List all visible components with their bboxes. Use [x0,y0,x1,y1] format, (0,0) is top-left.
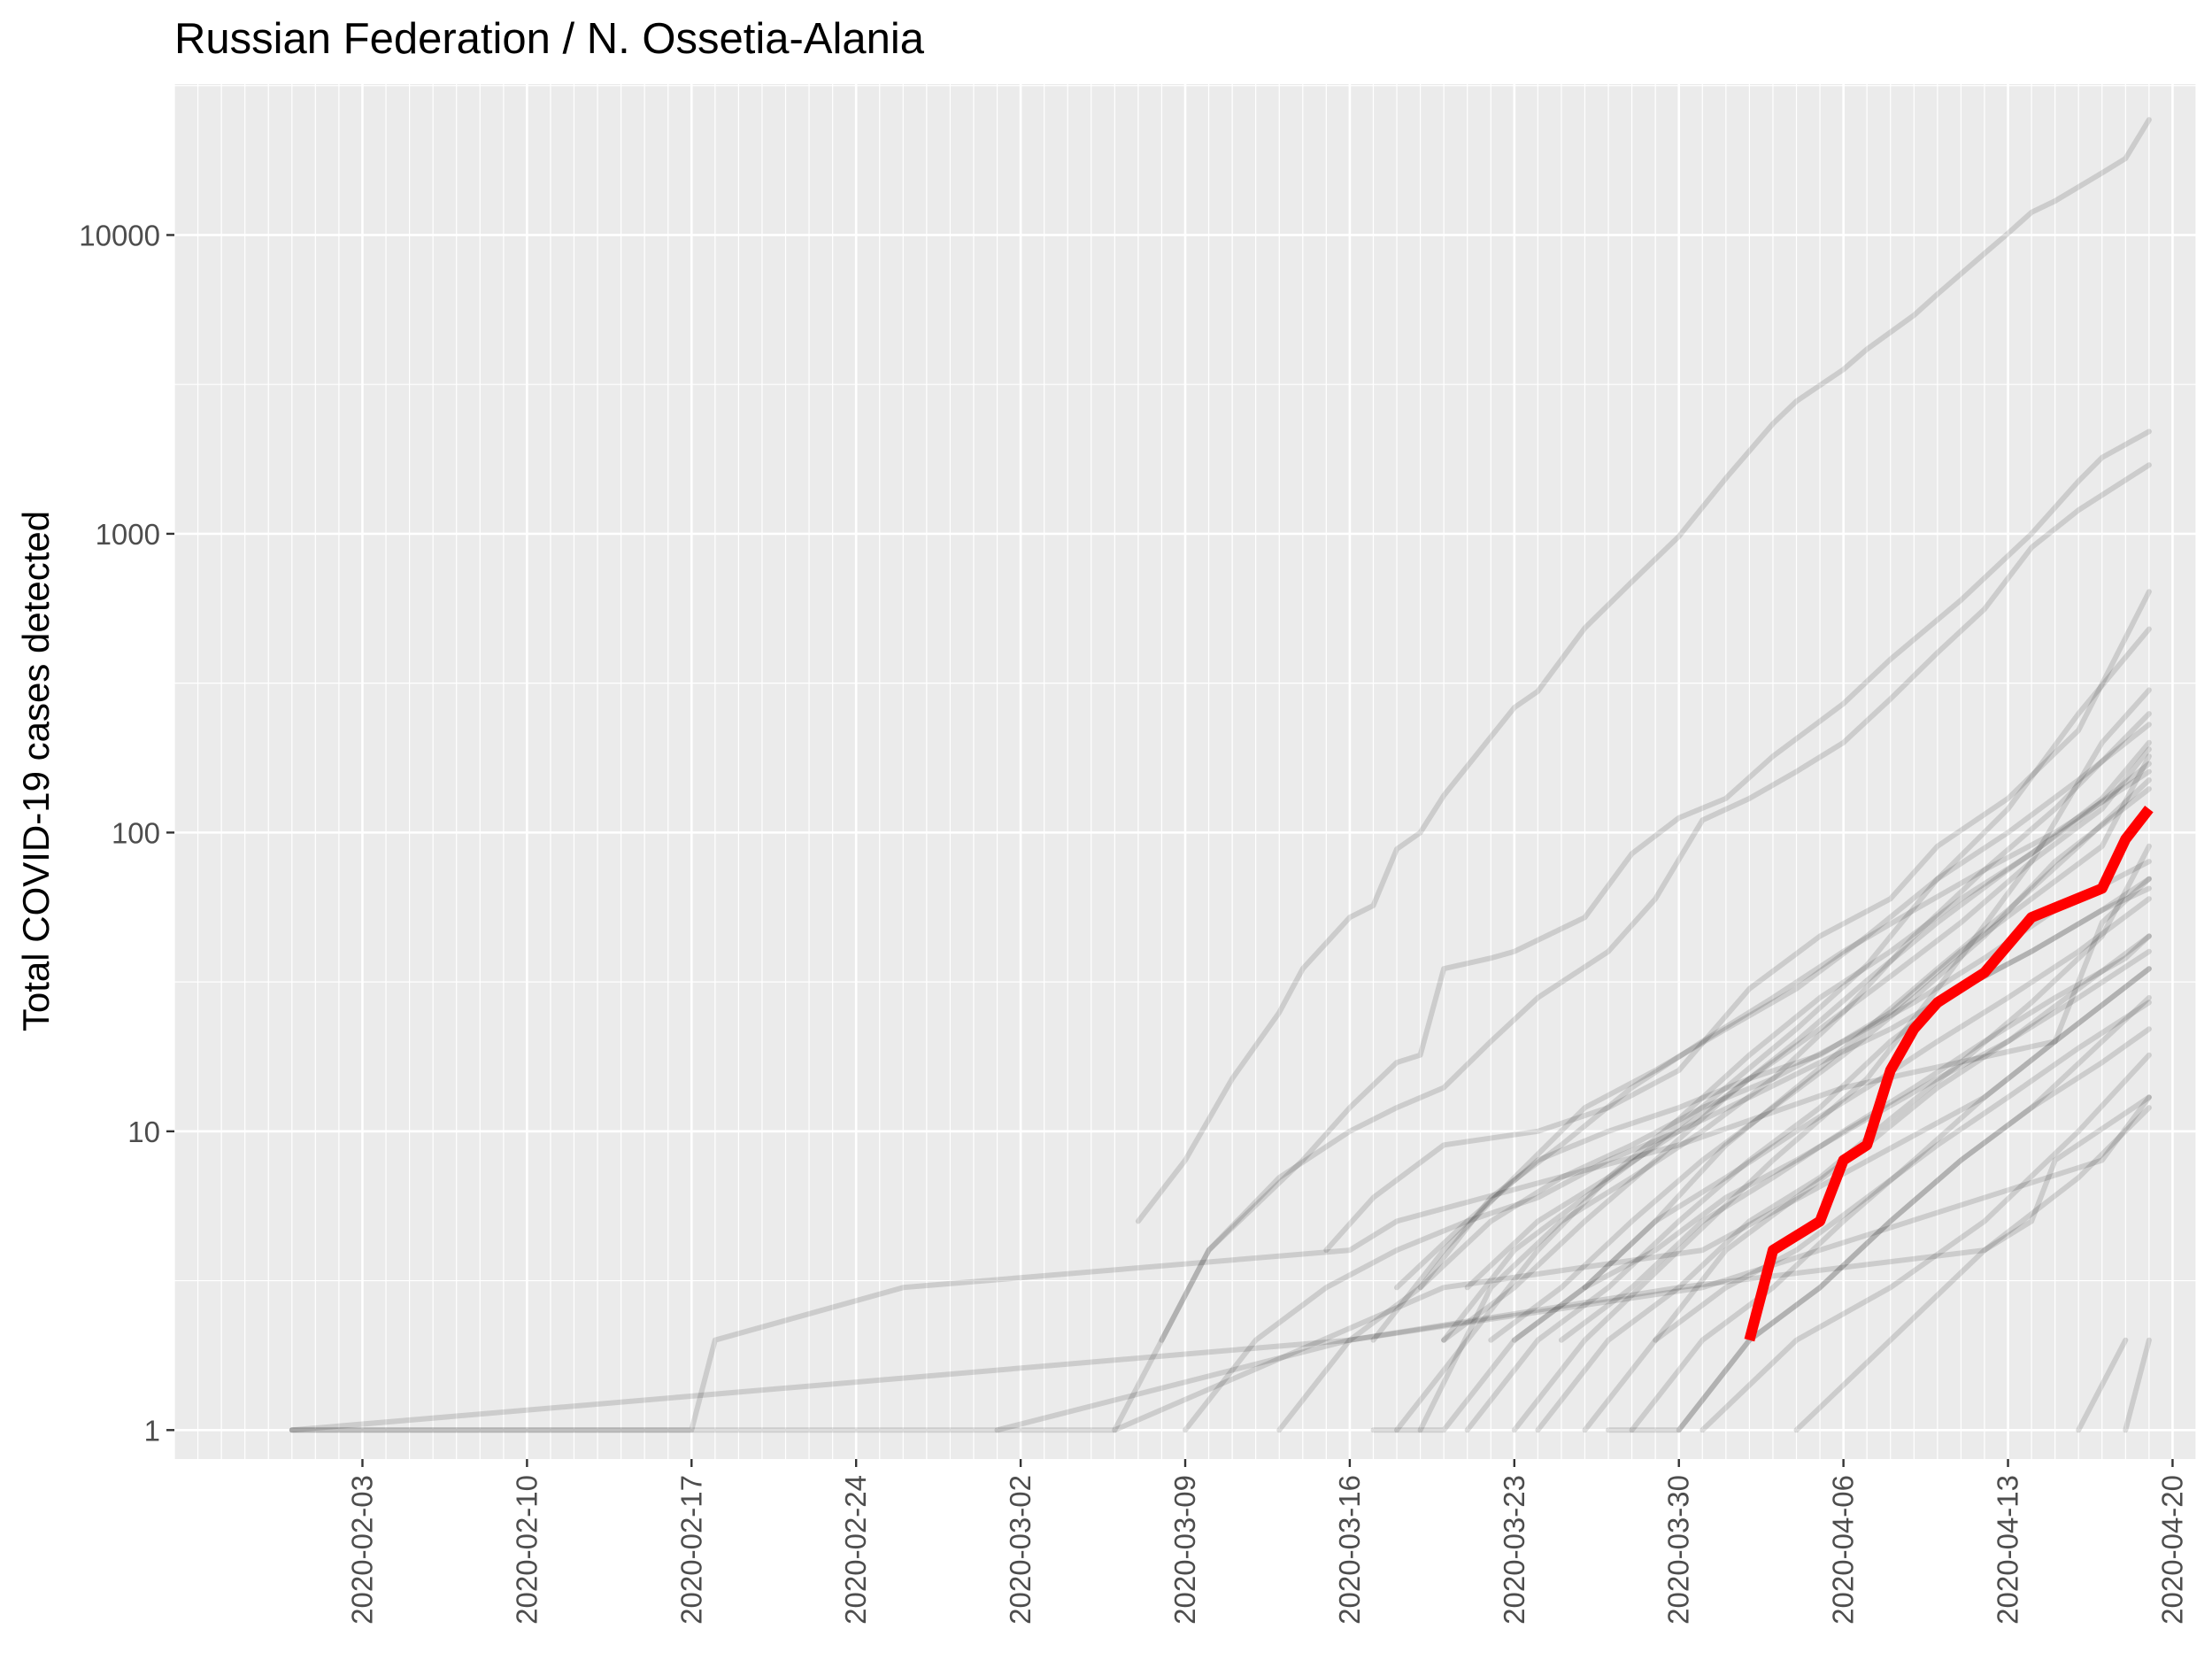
series-line [1699,1052,2152,1433]
x-tick-label: 2020-03-23 [1498,1475,1530,1625]
x-tick-label: 2020-04-06 [1827,1475,1860,1625]
x-axis: 2020-02-03 2020-02-10 2020-02-17 2020-02-24… [346,1459,2188,1625]
x-tick-label: 2020-03-09 [1168,1475,1201,1625]
series-line [2123,1337,2152,1433]
series-line [1676,994,2152,1433]
series-line [289,966,2152,1433]
series-line [994,1094,2152,1433]
series-line [1183,876,2152,1433]
highlight-series-line [1744,806,2154,1342]
x-tick-label: 2020-03-30 [1662,1475,1695,1625]
grid-layer [173,84,2197,1459]
series-line [2076,1337,2129,1433]
series-layer [289,117,2152,1433]
y-tick-label: 100 [112,816,160,849]
y-tick-label: 1 [144,1414,160,1447]
series-line [1370,722,2152,1343]
series-line [1159,462,2152,1343]
series-line [1135,117,2152,1224]
series-line [289,1094,2152,1433]
y-axis: 1 10 100 1000 10000 [79,219,174,1447]
y-tick-label: 1000 [96,518,160,551]
y-tick-label: 10 [127,1116,160,1148]
series-line [1417,711,2152,1433]
series-line [1793,1105,2152,1433]
highlight-layer [1744,806,2154,1342]
series-line [1441,626,2152,1343]
series-line [1464,746,2152,1291]
series-line [1606,1026,2152,1433]
x-tick-label: 2020-02-17 [674,1475,707,1625]
series-line [1323,589,2152,1254]
series-line [1511,687,2152,1433]
chart-title: Russian Federation / N. Ossetia-Alania [174,15,925,63]
series-line [1276,859,2152,1433]
series-line [1629,966,2152,1433]
x-tick-label: 2020-03-02 [1004,1475,1037,1625]
series-line [1441,761,2152,1343]
x-tick-label: 2020-02-24 [839,1475,872,1625]
x-tick-label: 2020-04-13 [1992,1475,2024,1625]
series-line [1582,896,2152,1291]
series-line [1370,948,2152,1433]
y-tick-label: 10000 [79,219,160,251]
x-tick-label: 2020-02-10 [510,1475,543,1625]
series-line [1112,429,2152,1433]
series-line [1417,768,2152,1291]
x-tick-label: 2020-02-03 [346,1475,379,1625]
series-line [1488,786,2152,1343]
x-tick-label: 2020-04-20 [2155,1475,2188,1625]
series-line [1653,1000,2152,1343]
y-axis-title: Total COVID-19 cases detected [15,511,57,1031]
x-tick-label: 2020-03-16 [1333,1475,1366,1625]
series-line [1394,753,2152,1291]
series-line [1464,885,2152,1433]
series-line [1394,739,2152,1433]
series-line [1511,777,2152,1343]
